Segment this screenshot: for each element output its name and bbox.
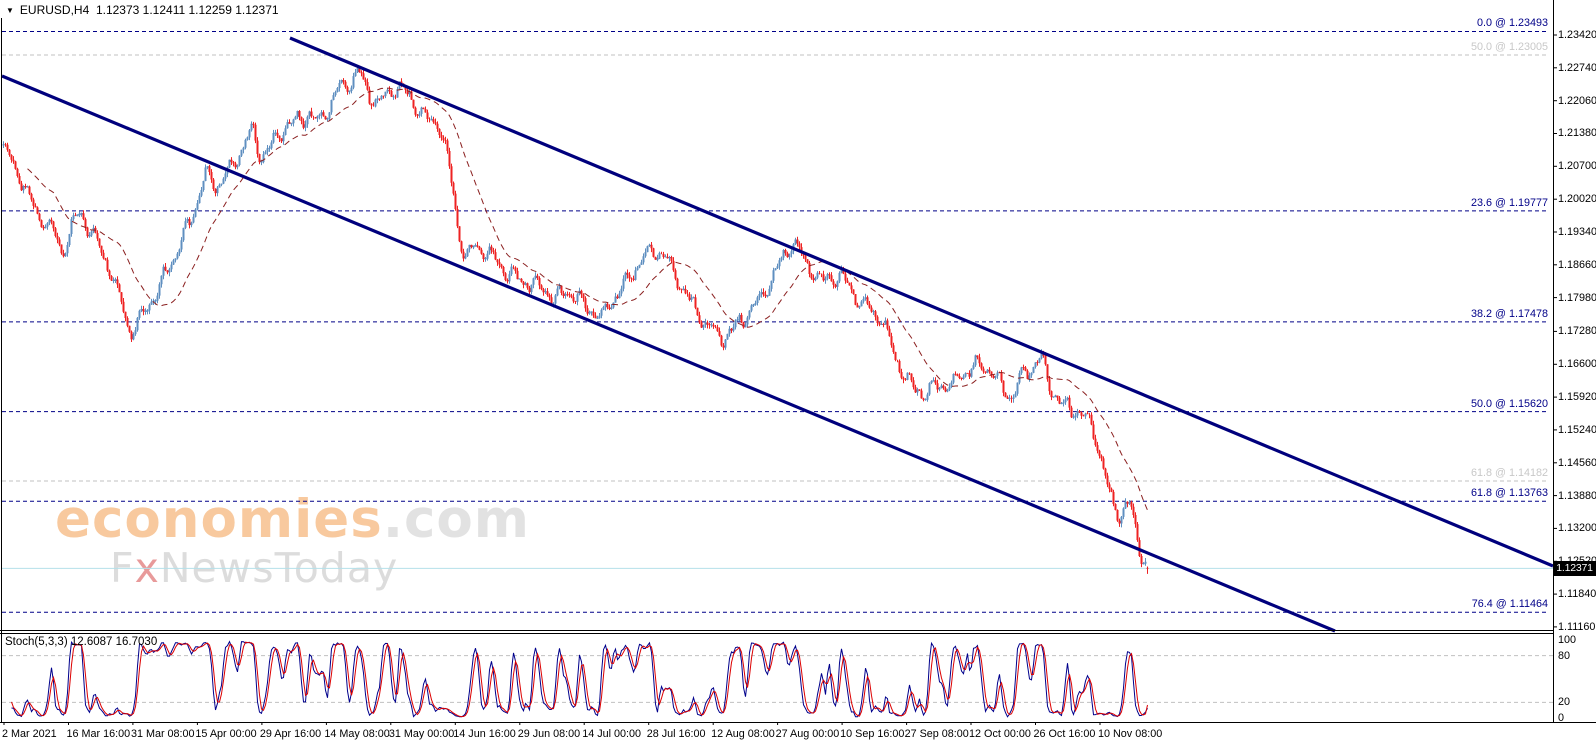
price-axis-label: 1.11160 <box>1558 620 1596 633</box>
fib-level-label: 23.6 @ 1.19777 <box>1470 196 1548 209</box>
price-axis-label: 1.21380 <box>1558 127 1596 140</box>
date-axis-label: 29 Jun 08:00 <box>517 728 581 740</box>
price-axis-label: 1.11840 <box>1558 588 1596 601</box>
date-axis-label: 14 May 08:00 <box>324 728 390 740</box>
date-axis-label: 16 Mar 16:00 <box>66 728 131 740</box>
indicator-label: Stoch(5,3,3) 12.6087 16.7030 <box>5 636 157 648</box>
date-axis-label: 10 Sep 16:00 <box>840 728 905 740</box>
price-axis-label: 1.15920 <box>1558 391 1596 404</box>
date-axis-label: 15 Apr 00:00 <box>195 728 257 740</box>
watermark-tld: .com <box>382 489 531 550</box>
fib-level-label: 50.0 @ 1.23005 <box>1470 41 1548 54</box>
price-axis-label: 1.17280 <box>1558 325 1596 338</box>
price-axis-label: 1.17980 <box>1558 291 1596 304</box>
fib-level-label: 61.8 @ 1.13763 <box>1470 487 1548 500</box>
current-price-tag: 1.12371 <box>1553 560 1596 576</box>
fib-level-label: 38.2 @ 1.17478 <box>1470 307 1548 320</box>
stoch-scale-label: 0 <box>1558 712 1565 724</box>
price-axis-label: 1.18660 <box>1558 258 1596 271</box>
fib-level-label: 61.8 @ 1.14182 <box>1470 467 1548 479</box>
date-axis-label: 28 Jul 16:00 <box>646 728 706 740</box>
date-axis-label: 31 Mar 08:00 <box>130 728 195 740</box>
fib-level-label: 76.4 @ 1.11464 <box>1471 598 1548 611</box>
price-axis-label: 1.20020 <box>1558 193 1596 206</box>
price-axis-label: 1.22060 <box>1558 94 1596 107</box>
stoch-scale-label: 100 <box>1558 634 1577 646</box>
date-axis-label: 27 Aug 00:00 <box>775 728 840 740</box>
date-axis-label: 12 Oct 00:00 <box>969 728 1031 740</box>
ohlc-readout: 1.12373 1.12411 1.12259 1.12371 <box>95 3 279 17</box>
collapse-triangle-icon[interactable]: ▼ <box>6 6 14 15</box>
date-axis-label: 12 Aug 08:00 <box>711 728 775 740</box>
fib-level-label: 0.0 @ 1.23493 <box>1477 17 1548 30</box>
date-axis-label: 14 Jul 00:00 <box>582 728 642 740</box>
price-axis-label: 1.23420 <box>1558 29 1596 41</box>
chart-title: ▼ EURUSD,H4 1.12373 1.12411 1.12259 1.123… <box>6 3 279 17</box>
date-axis-label: 14 Jun 16:00 <box>453 728 516 740</box>
stoch-scale-label: 80 <box>1558 649 1571 662</box>
fib-level-label: 50.0 @ 1.15620 <box>1470 397 1548 410</box>
date-axis-label: 27 Sep 08:00 <box>904 728 969 740</box>
price-axis-label: 1.16600 <box>1558 358 1596 371</box>
date-axis-label: 10 Nov 08:00 <box>1097 728 1163 740</box>
date-axis-label: 31 May 00:00 <box>388 728 455 740</box>
price-axis-label: 1.15240 <box>1558 423 1596 436</box>
indicator-d-value: 16.7030 <box>115 636 158 648</box>
indicator-name: Stoch(5,3,3) <box>5 636 68 648</box>
stoch-scale-label: 20 <box>1558 696 1571 709</box>
date-axis-label: 26 Oct 16:00 <box>1033 728 1096 740</box>
date-axis-label: 29 Apr 16:00 <box>259 728 322 740</box>
price-axis-label: 1.22740 <box>1558 61 1596 74</box>
date-axis-label: 2 Mar 2021 <box>2 728 57 740</box>
price-axis-label: 1.19340 <box>1558 225 1596 238</box>
price-axis-label: 1.14560 <box>1558 456 1596 469</box>
indicator-k-value: 12.6087 <box>70 636 113 648</box>
price-axis-label: 1.13200 <box>1558 522 1596 535</box>
price-axis-label: 1.13880 <box>1558 489 1596 502</box>
symbol-period: EURUSD,H4 <box>19 3 90 17</box>
price-axis-label: 1.20700 <box>1558 160 1596 173</box>
